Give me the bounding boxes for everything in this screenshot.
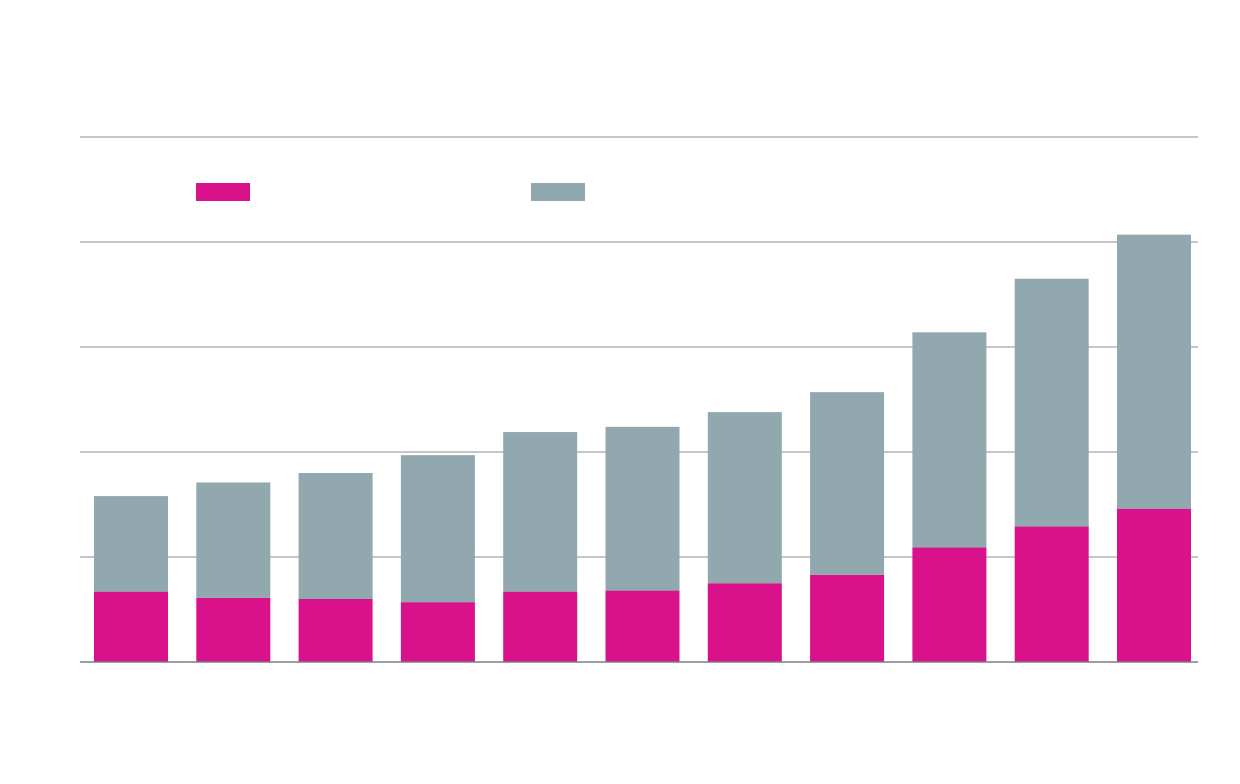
bar-segment-series-2: [196, 482, 271, 598]
legend-swatch-1: [196, 183, 250, 201]
bar-segment-series-2: [298, 473, 373, 599]
legend: [196, 183, 585, 201]
bar-segment-series-1: [810, 574, 885, 662]
bar-segment-series-1: [400, 602, 475, 662]
bar-segment-series-2: [605, 426, 680, 591]
bar-segment-series-1: [298, 599, 373, 662]
bar-segment-series-2: [707, 412, 782, 584]
bar-segment-series-1: [1014, 526, 1089, 662]
bar-segment-series-2: [503, 432, 578, 592]
bar-segment-series-2: [1014, 278, 1089, 527]
bar-segment-series-1: [196, 597, 271, 662]
bar-segment-series-1: [605, 590, 680, 662]
gridlines: [80, 136, 1198, 558]
legend-swatch-2: [531, 183, 585, 201]
bar-segment-series-1: [912, 547, 987, 662]
bar-segment-series-2: [1117, 234, 1191, 509]
bar-segment-series-1: [503, 591, 578, 662]
bar-segment-series-2: [94, 496, 168, 592]
bar-segment-series-2: [400, 455, 475, 603]
bar-segment-series-1: [1117, 508, 1191, 662]
bar-segment-series-2: [810, 392, 885, 575]
bar-segment-series-1: [707, 583, 782, 662]
bar-segment-series-2: [912, 332, 987, 548]
bar-segment-series-1: [94, 591, 168, 662]
bars: [94, 234, 1191, 662]
